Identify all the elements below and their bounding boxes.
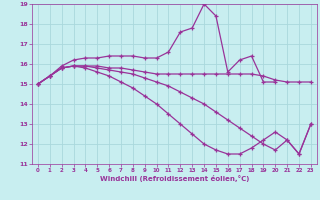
X-axis label: Windchill (Refroidissement éolien,°C): Windchill (Refroidissement éolien,°C) (100, 175, 249, 182)
